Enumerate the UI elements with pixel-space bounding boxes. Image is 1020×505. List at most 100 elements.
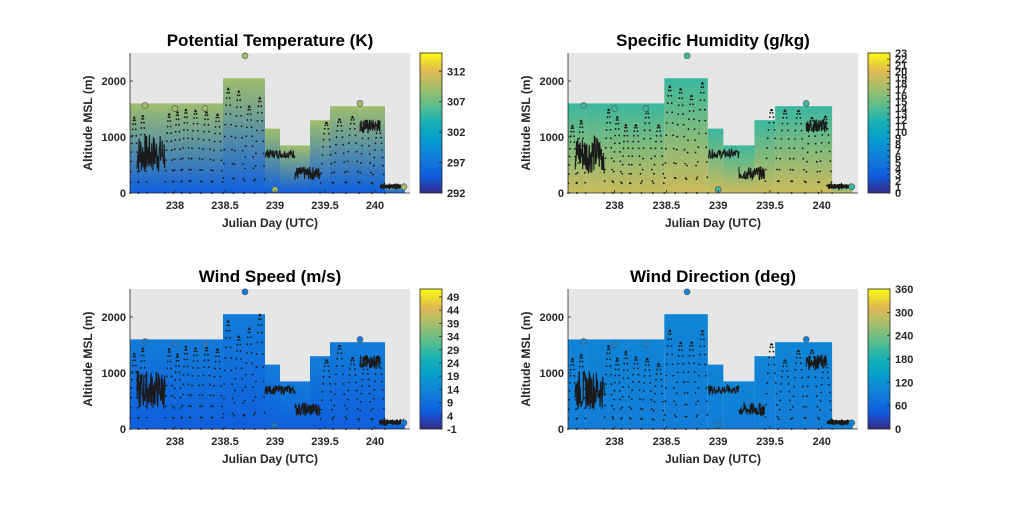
flight-track-point: [164, 405, 167, 408]
flight-track-point: [575, 408, 577, 411]
y-axis-label: Altitude MSL (m): [519, 311, 533, 406]
flight-track-point: [183, 352, 186, 355]
flight-track-point: [343, 393, 346, 396]
flight-track-point: [354, 368, 356, 370]
flight-track-point: [212, 394, 215, 397]
coverage-block: [627, 339, 665, 429]
flight-track-point: [704, 108, 706, 111]
flight-track-point: [826, 122, 829, 125]
flight-track-point: [335, 143, 337, 146]
flight-track-point: [705, 146, 708, 149]
flight-track-point: [370, 181, 373, 184]
flight-track-point: [649, 382, 652, 384]
flight-track-point: [631, 381, 634, 383]
flight-track-point: [606, 348, 609, 351]
flight-track-point: [251, 373, 254, 376]
flight-track-point: [165, 394, 168, 397]
flight-track-point: [618, 381, 621, 384]
flight-track-point: [786, 370, 789, 372]
flight-track-point: [830, 418, 833, 421]
flight-track-point: [361, 378, 364, 381]
flight-track-point: [802, 395, 805, 398]
flight-track-point: [360, 392, 363, 395]
flight-track: [805, 353, 828, 370]
flight-track-point: [334, 383, 337, 385]
flight-track-point: [605, 129, 608, 131]
flight-track-point: [781, 376, 783, 378]
flight-track-point: [343, 171, 346, 174]
flight-track-point: [696, 414, 699, 416]
flight-track-point: [619, 160, 622, 163]
flight-track-point: [801, 385, 804, 388]
flight-track-point: [812, 356, 815, 358]
flight-track-point: [632, 373, 635, 376]
flight-track-point: [779, 390, 782, 393]
flight-track-point: [689, 103, 691, 106]
y-axis-label: Altitude MSL (m): [81, 75, 95, 170]
flight-track-point: [248, 328, 251, 331]
flight-track-point: [134, 123, 137, 125]
flight-track-point: [647, 116, 650, 119]
flight-track-point: [639, 172, 642, 175]
flight-track-point: [654, 385, 657, 388]
flight-track-point: [206, 347, 208, 350]
coverage-block: [330, 106, 385, 193]
coverage-block: [385, 420, 405, 429]
flight-track-point: [662, 418, 665, 421]
flight-track-point: [651, 168, 653, 171]
flight-track-point: [252, 386, 255, 389]
flight-track-point: [214, 360, 217, 363]
flight-track-point: [806, 385, 809, 388]
flight-track-point: [643, 382, 645, 384]
flight-track-point: [782, 116, 784, 119]
flight-track-point: [243, 413, 246, 416]
flight-track-point: [702, 83, 704, 85]
flight-track-point: [618, 142, 621, 145]
flight-track-point: [819, 400, 822, 402]
flight-track-point: [628, 395, 630, 398]
chart-title: Wind Direction (deg): [630, 267, 796, 286]
flight-track-point: [791, 417, 794, 419]
colorbar-gradient: [419, 52, 443, 194]
flight-track-point: [242, 402, 244, 404]
flight-track-point: [365, 365, 368, 367]
flight-track-point: [796, 353, 799, 355]
flight-track-point: [573, 141, 576, 143]
flight-track-point: [604, 168, 606, 171]
flight-track-point: [337, 121, 340, 124]
flight-track-point: [782, 362, 785, 364]
flight-track-point: [639, 398, 641, 400]
flight-track-point: [676, 371, 679, 374]
flight-track-point: [765, 157, 768, 160]
flight-track-point: [172, 417, 175, 420]
flight-track-point: [232, 412, 234, 415]
flight-track-point: [207, 359, 210, 362]
flight-track-point: [381, 388, 384, 391]
flight-track-point: [374, 373, 377, 376]
x-tick-label: 239.5: [756, 200, 784, 212]
flight-track-point: [666, 102, 669, 104]
flight-track-point: [186, 129, 189, 131]
flight-track-point: [699, 345, 702, 348]
colorbar-tick-label: 2: [895, 176, 901, 188]
flight-track-point: [322, 375, 325, 378]
x-tick-label: 239: [266, 200, 284, 212]
y-axis-label: Altitude MSL (m): [519, 75, 533, 170]
flight-track-point: [609, 358, 611, 360]
flight-track-point: [664, 387, 667, 389]
flight-track-point: [684, 162, 686, 165]
flight-track-point: [784, 110, 787, 113]
flight-track-point: [380, 367, 382, 369]
flight-track-point: [235, 358, 238, 360]
flight-track-point: [789, 157, 791, 160]
colorbar-tick-label: 29: [447, 345, 459, 357]
flight-track-point: [677, 113, 680, 116]
flight-track-point: [369, 162, 372, 164]
flight-track-point: [259, 318, 262, 321]
flight-track-point: [342, 383, 345, 385]
flight-track-point: [579, 126, 581, 129]
flight-track-point: [214, 132, 216, 135]
flight-track-point: [617, 122, 620, 125]
flight-track-point: [772, 350, 775, 353]
flight-track-point: [259, 314, 262, 317]
